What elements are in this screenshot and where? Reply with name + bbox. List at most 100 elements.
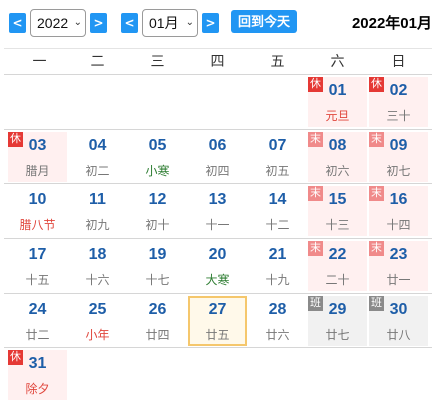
row-divider <box>4 347 432 348</box>
day-cell[interactable]: 21 十九 <box>248 241 307 291</box>
lunar-date-label: 十四 <box>386 218 411 232</box>
lunar-date-label: 廿一 <box>386 273 411 287</box>
day-cell[interactable]: 17 十五 <box>8 241 67 291</box>
back-to-today-button[interactable]: 回到今天 <box>231 10 297 33</box>
day-number: 07 <box>268 137 287 154</box>
lunar-date-label: 初九 <box>85 218 110 232</box>
day-number: 08 <box>328 137 347 154</box>
day-number: 26 <box>148 301 167 318</box>
lunar-date-label: 十三 <box>325 218 350 232</box>
day-cell[interactable]: 22 二十 末 <box>308 241 367 291</box>
day-number: 09 <box>389 137 408 154</box>
lunar-date-label: 小寒 <box>145 164 170 178</box>
lunar-date-label: 二十 <box>325 273 350 287</box>
holiday-badge: 休 <box>8 132 23 147</box>
day-cell[interactable]: 07 初五 <box>248 132 307 182</box>
day-cell[interactable]: 12 初十 <box>128 186 187 236</box>
weekday-label: 一 <box>32 53 47 69</box>
row-divider <box>4 183 432 184</box>
day-cell[interactable]: 29 廿七 班 <box>308 296 367 346</box>
day-cell[interactable]: 14 十二 <box>248 186 307 236</box>
day-cell[interactable]: 01 元旦 休 <box>308 77 367 127</box>
day-number: 21 <box>268 246 287 263</box>
day-number: 31 <box>28 355 47 372</box>
prev-year-button[interactable]: < <box>9 13 26 33</box>
day-cell[interactable]: 15 十三 末 <box>308 186 367 236</box>
weekday-label: 四 <box>210 53 225 69</box>
weekday-label: 六 <box>330 53 345 69</box>
lunar-date-label: 廿四 <box>145 328 170 342</box>
day-cell[interactable]: 04 初二 <box>68 132 127 182</box>
row-divider <box>4 129 432 130</box>
holiday-badge: 末 <box>369 186 384 201</box>
day-cell[interactable]: 26 廿四 <box>128 296 187 346</box>
day-cell[interactable]: 28 廿六 <box>248 296 307 346</box>
lunar-date-label: 十九 <box>265 273 290 287</box>
day-cell[interactable]: 08 初六 末 <box>308 132 367 182</box>
day-number: 10 <box>28 191 47 208</box>
lunar-date-label: 廿八 <box>386 328 411 342</box>
day-number: 03 <box>28 137 47 154</box>
day-cell[interactable]: 10 腊八节 <box>8 186 67 236</box>
day-number: 14 <box>268 191 287 208</box>
day-cell[interactable]: 03 腊月 休 <box>8 132 67 182</box>
next-month-button[interactable]: > <box>202 13 219 33</box>
day-number: 29 <box>328 301 347 318</box>
lunar-date-label: 大寒 <box>205 273 230 287</box>
day-cell[interactable]: 20 大寒 <box>188 241 247 291</box>
next-year-button[interactable]: > <box>90 13 107 33</box>
lunar-date-label: 十五 <box>25 273 50 287</box>
day-number: 22 <box>328 246 347 263</box>
day-cell-today[interactable]: 27 廿五 <box>188 296 247 346</box>
day-cell[interactable]: 25 小年 <box>68 296 127 346</box>
day-number: 05 <box>148 137 167 154</box>
day-number: 18 <box>88 246 107 263</box>
day-cell[interactable]: 13 十一 <box>188 186 247 236</box>
day-number: 11 <box>89 191 106 208</box>
lunar-date-label: 十七 <box>145 273 170 287</box>
holiday-badge: 休 <box>8 350 23 365</box>
year-select[interactable]: 2022 ⌄ <box>30 9 86 37</box>
prev-month-button[interactable]: < <box>121 13 138 33</box>
day-cell[interactable]: 16 十四 末 <box>369 186 428 236</box>
weekday-label: 二 <box>90 53 105 69</box>
month-select[interactable]: 01月 ⌄ <box>142 9 198 37</box>
day-cell[interactable]: 19 十七 <box>128 241 187 291</box>
weekday-label: 日 <box>391 53 406 69</box>
holiday-badge: 班 <box>308 296 323 311</box>
day-cell[interactable]: 09 初七 末 <box>369 132 428 182</box>
calendar-toolbar: < 2022 ⌄ > < 01月 ⌄ > 回到今天 2022年01月 <box>0 0 436 46</box>
day-number: 28 <box>268 301 287 318</box>
row-divider <box>4 293 432 294</box>
day-number: 20 <box>208 246 227 263</box>
day-number: 15 <box>328 191 347 208</box>
lunar-date-label: 廿七 <box>325 328 350 342</box>
day-cell[interactable]: 05 小寒 <box>128 132 187 182</box>
day-cell[interactable]: 06 初四 <box>188 132 247 182</box>
chevron-down-icon: ⌄ <box>73 17 82 28</box>
holiday-badge: 末 <box>308 132 323 147</box>
weekday-label: 五 <box>270 53 285 69</box>
day-number: 06 <box>208 137 227 154</box>
lunar-date-label: 初六 <box>325 164 350 178</box>
day-cell[interactable]: 24 廿二 <box>8 296 67 346</box>
day-cell[interactable]: 30 廿八 班 <box>369 296 428 346</box>
holiday-badge: 班 <box>369 296 384 311</box>
day-number: 19 <box>148 246 167 263</box>
day-number: 13 <box>208 191 227 208</box>
day-cell[interactable]: 18 十六 <box>68 241 127 291</box>
holiday-badge: 末 <box>308 241 323 256</box>
lunar-date-label: 廿五 <box>205 328 230 342</box>
day-cell[interactable]: 23 廿一 末 <box>369 241 428 291</box>
day-cell[interactable]: 02 三十 休 <box>369 77 428 127</box>
holiday-badge: 末 <box>369 132 384 147</box>
day-number: 30 <box>389 301 408 318</box>
lunar-date-label: 初五 <box>265 164 290 178</box>
day-cell[interactable]: 11 初九 <box>68 186 127 236</box>
lunar-date-label: 十一 <box>205 218 230 232</box>
holiday-badge: 末 <box>308 186 323 201</box>
lunar-date-label: 三十 <box>386 109 411 123</box>
day-cell[interactable]: 31 除夕 休 <box>8 350 67 400</box>
day-number: 27 <box>208 301 227 318</box>
lunar-date-label: 十六 <box>85 273 110 287</box>
